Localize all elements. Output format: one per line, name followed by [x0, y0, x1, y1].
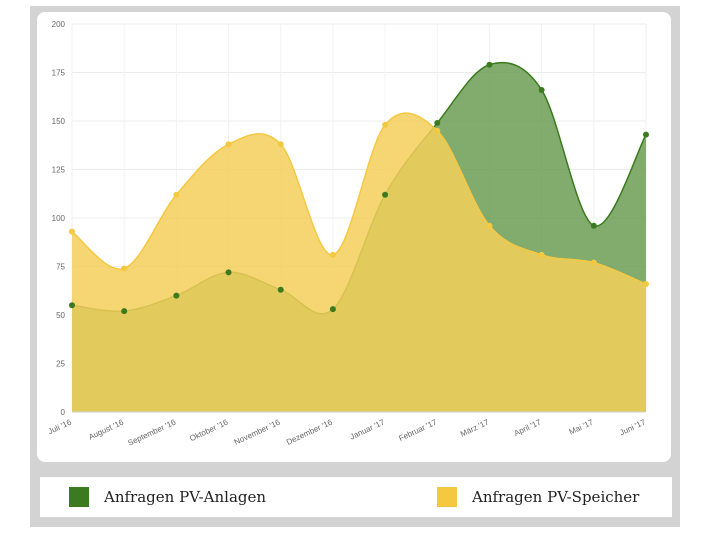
area-layer — [71, 61, 647, 413]
point-anfragen-pv-anlagen-0[interactable] — [69, 302, 75, 309]
x-tick-label-8: März '17 — [459, 417, 491, 438]
point-anfragen-pv-speicher-3[interactable] — [225, 141, 232, 148]
x-tick-label-5: Dezember '16 — [285, 417, 334, 446]
area-anfragen-pv-speicher — [72, 113, 646, 413]
x-tick-label-3: Oktober '16 — [188, 417, 230, 443]
point-anfragen-pv-anlagen-4[interactable] — [277, 286, 284, 293]
point-anfragen-pv-speicher-8[interactable] — [486, 222, 493, 229]
point-anfragen-pv-speicher-7[interactable] — [434, 127, 441, 134]
y-tick-label-50: 50 — [56, 311, 65, 320]
point-anfragen-pv-anlagen-10[interactable] — [590, 222, 597, 229]
x-tick-label-0: Juli '16 — [47, 417, 74, 436]
y-tick-label-125: 125 — [52, 166, 66, 175]
point-anfragen-pv-anlagen-1[interactable] — [121, 308, 128, 315]
area-chart: 0 25 50 75 100 125 150 175 200 Juli '16 August '1… — [47, 20, 649, 448]
point-anfragen-pv-speicher-6[interactable] — [382, 121, 389, 128]
x-tick-label-9: April '17 — [513, 417, 543, 437]
x-tick-label-11: Juni '17 — [618, 417, 647, 437]
x-tick-label-4: November '16 — [233, 417, 282, 446]
y-tick-label-200: 200 — [52, 20, 66, 29]
x-tick-label-10: Mai '17 — [568, 417, 595, 436]
y-tick-label-175: 175 — [52, 69, 66, 78]
x-tick-label-7: Februar '17 — [397, 417, 438, 443]
legend-swatch-pv-anlagen — [69, 487, 89, 507]
point-anfragen-pv-anlagen-5[interactable] — [329, 306, 336, 313]
point-anfragen-pv-speicher-10[interactable] — [590, 259, 597, 266]
point-layer — [69, 61, 649, 315]
point-anfragen-pv-anlagen-9[interactable] — [538, 86, 545, 93]
y-tick-label-150: 150 — [52, 117, 66, 126]
legend-item-pv-speicher[interactable]: Anfragen PV-Speicher — [437, 487, 639, 507]
legend-swatch-pv-speicher — [437, 487, 457, 507]
point-anfragen-pv-speicher-2[interactable] — [173, 191, 180, 198]
point-anfragen-pv-speicher-11[interactable] — [643, 280, 649, 287]
point-anfragen-pv-speicher-1[interactable] — [121, 265, 128, 272]
point-anfragen-pv-anlagen-7[interactable] — [434, 119, 441, 126]
point-anfragen-pv-anlagen-11[interactable] — [643, 131, 649, 138]
x-axis: Juli '16 August '16 September '16 Oktober '… — [47, 411, 647, 448]
y-axis: 0 25 50 75 100 125 150 175 200 — [52, 20, 66, 417]
point-anfragen-pv-anlagen-2[interactable] — [173, 292, 180, 299]
point-anfragen-pv-anlagen-3[interactable] — [225, 269, 232, 276]
legend-label-pv-speicher: Anfragen PV-Speicher — [472, 488, 640, 506]
point-anfragen-pv-speicher-4[interactable] — [277, 141, 284, 148]
point-anfragen-pv-speicher-0[interactable] — [69, 228, 75, 235]
point-anfragen-pv-speicher-9[interactable] — [538, 251, 545, 258]
y-tick-label-0: 0 — [61, 408, 66, 417]
x-tick-label-6: Januar '17 — [349, 417, 387, 441]
point-anfragen-pv-speicher-5[interactable] — [329, 251, 336, 258]
y-tick-label-25: 25 — [56, 360, 65, 369]
point-anfragen-pv-anlagen-6[interactable] — [382, 191, 389, 198]
chart-card: 0 25 50 75 100 125 150 175 200 Juli '16 August '1… — [37, 12, 671, 462]
y-tick-label-75: 75 — [56, 263, 65, 272]
x-tick-label-2: September '16 — [126, 417, 177, 447]
point-anfragen-pv-anlagen-8[interactable] — [486, 61, 493, 68]
legend-item-pv-anlagen[interactable]: Anfragen PV-Anlagen — [69, 487, 266, 507]
legend: Anfragen PV-Anlagen Anfragen PV-Speicher — [40, 477, 672, 517]
legend-label-pv-anlagen: Anfragen PV-Anlagen — [104, 488, 267, 506]
x-tick-label-1: August '16 — [87, 417, 125, 441]
y-tick-label-100: 100 — [52, 214, 66, 223]
